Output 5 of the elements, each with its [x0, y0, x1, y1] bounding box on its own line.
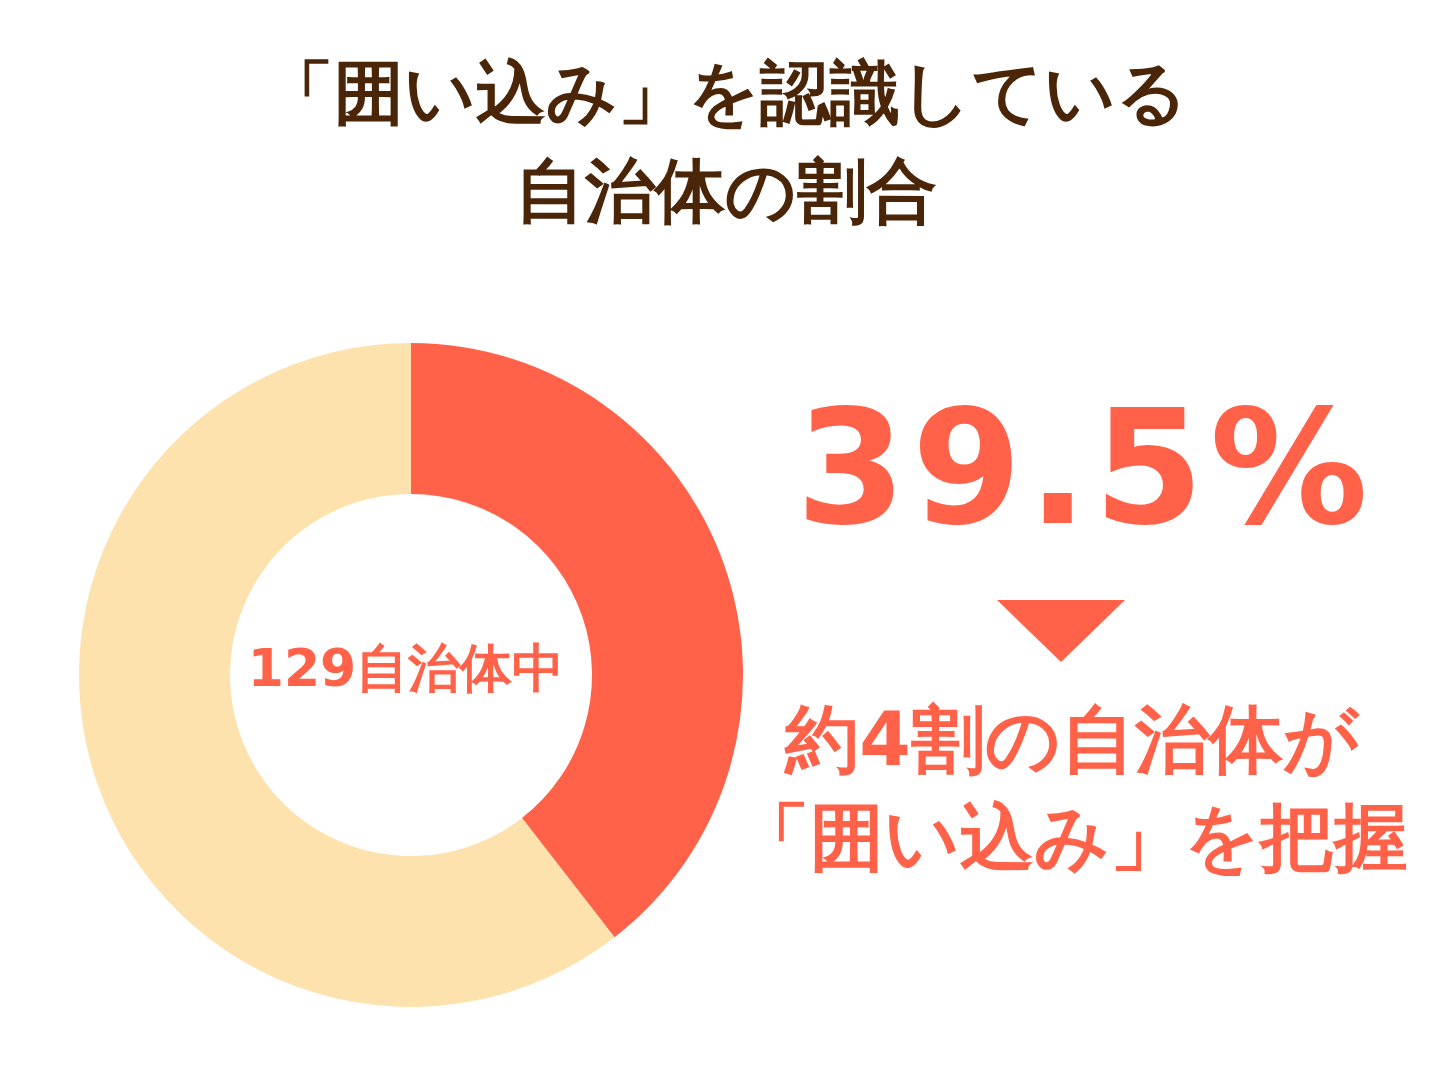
text: 約4割の自治体が「囲い込み」を把握: [735, 695, 1409, 882]
donut-slice: [79, 343, 615, 1007]
chart-title: 「囲い込み」を認識している自治体の割合: [262, 51, 1189, 234]
text: 129自治体中: [246, 637, 566, 700]
data-label: 39.5%: [794, 376, 1376, 560]
